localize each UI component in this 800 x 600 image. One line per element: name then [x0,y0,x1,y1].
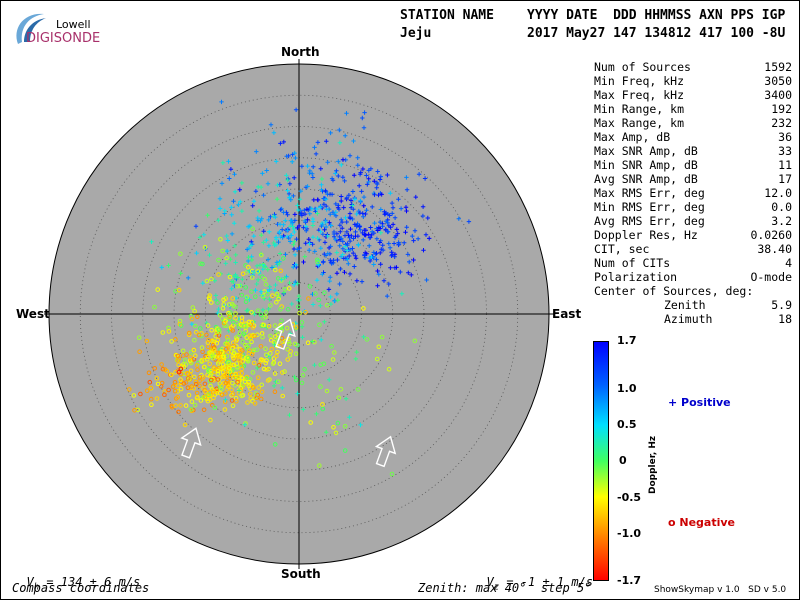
stat-label: Min Range, km [594,102,685,116]
colorbar-tick: 1.0 [617,382,637,395]
azimuth-label: Azimuth [664,312,713,326]
stat-value: 192 [771,102,792,116]
stat-label: Max Amp, dB [594,130,671,144]
stat-value: 36 [778,130,792,144]
colorbar-tick: 0 [619,454,627,467]
stat-row: Min SNR Amp, dB 11 [594,158,792,172]
digisonde-logo: Lowell DIGISONDE [10,8,100,48]
columns-value: 2017 May27 147 134812 417 100 -8U [527,26,786,41]
stat-row: Min Range, km 192 [594,102,792,116]
stat-value: 3050 [764,74,792,88]
doppler-colorbar [593,341,609,581]
vz-subscript: z [493,582,500,593]
stat-label: Num of CITs [594,256,671,270]
stat-label: Min RMS Err, deg [594,200,705,214]
stat-row: Max SNR Amp, dB 33 [594,144,792,158]
logo-swoosh-icon [16,13,46,44]
east-label: East [552,307,582,321]
stat-value: 0.0260 [750,228,792,242]
stat-row: Avg RMS Err, deg 3.2 [594,214,792,228]
stat-label: Min Freq, kHz [594,74,685,88]
south-label: South [281,567,321,581]
logo-line2: DIGISONDE [26,31,101,46]
stat-value: 11 [778,158,792,172]
stat-label: Max RMS Err, deg [594,186,705,200]
stat-row: Avg SNR Amp, dB 17 [594,172,792,186]
stat-row: Polarization O-mode [594,270,792,284]
colorbar-tick: 0.5 [617,418,637,431]
stat-label: Polarization [594,270,678,284]
logo-line1: Lowell [56,18,91,31]
stat-row: Max Freq, kHz 3400 [594,88,792,102]
center-zenith-row: Zenith 5.9 [594,298,792,312]
stat-value: 33 [778,144,792,158]
stat-label: Avg SNR Amp, dB [594,172,698,186]
stat-row: Max RMS Err, deg 12.0 [594,186,792,200]
horizontal-velocity: Vh = 134 ± 6 m/s [12,561,140,592]
stat-label: Min SNR Amp, dB [594,158,698,172]
stat-value: 12.0 [764,186,792,200]
west-label: West [16,307,50,321]
stat-value: 1592 [764,60,792,74]
center-label: Center of Sources, deg: [594,284,754,298]
stat-value: 232 [771,116,792,130]
stat-row: CIT, sec 38.40 [594,242,792,256]
stat-label: Avg RMS Err, deg [594,214,705,228]
stat-label: Doppler Res, Hz [594,228,698,242]
stat-row: Num of Sources 1592 [594,60,792,74]
azimuth-value: 18 [778,312,792,326]
zenith-info: Zenith: max 40° step 5° [418,581,592,595]
vertical-velocity: Vz = -1 ± 1 m/s [472,561,593,592]
north-label: North [281,45,320,59]
zenith-value: 5.9 [771,298,792,312]
station-label: STATION NAME [400,8,494,23]
stat-row: Min RMS Err, deg 0.0 [594,200,792,214]
stat-value: 3.2 [771,214,792,228]
negative-legend: o Negative [668,516,736,529]
stat-label: Max Freq, kHz [594,88,685,102]
colorbar-label: Doppler, Hz [648,435,658,494]
vh-symbol: V [26,575,34,589]
vz-value: = -1 ± 1 m/s [499,575,594,589]
stat-label: Max SNR Amp, dB [594,144,698,158]
stat-value: 4 [785,256,792,270]
stat-label: Max Range, km [594,116,685,130]
stat-label: CIT, sec [594,242,650,256]
stat-row: Doppler Res, Hz 0.0260 [594,228,792,242]
colorbar-tick: -1.0 [617,527,642,540]
colorbar-tick: -1.7 [617,574,642,587]
zenith-label: Zenith [664,298,706,312]
stat-value: 38.40 [757,242,792,256]
positive-legend: + Positive [668,396,731,409]
stat-value: 3400 [764,88,792,102]
stat-row: Min Freq, kHz 3050 [594,74,792,88]
stat-row: Max Amp, dB 36 [594,130,792,144]
version-info: ShowSkymap v 1.0 SD v 5.0 [654,585,787,595]
vh-value: = 134 ± 6 m/s [39,575,141,589]
stat-value: 0.0 [771,200,792,214]
stat-row: Max Range, km 232 [594,116,792,130]
vh-subscript: h [33,582,40,593]
center-azimuth-row: Azimuth 18 [594,312,792,326]
colorbar-tick: -0.5 [617,491,642,504]
colorbar-tick: 1.7 [617,334,637,347]
stat-value: O-mode [750,270,792,284]
stat-row: Num of CITs 4 [594,256,792,270]
columns-label: YYYY DATE DDD HHMMSS AXN PPS IGP [527,8,786,23]
stat-label: Num of Sources [594,60,691,74]
coordinates-note: Compass coordinates [12,581,150,595]
stat-value: 17 [778,172,792,186]
station-value: Jeju [400,26,432,41]
vz-symbol: V [486,575,494,589]
